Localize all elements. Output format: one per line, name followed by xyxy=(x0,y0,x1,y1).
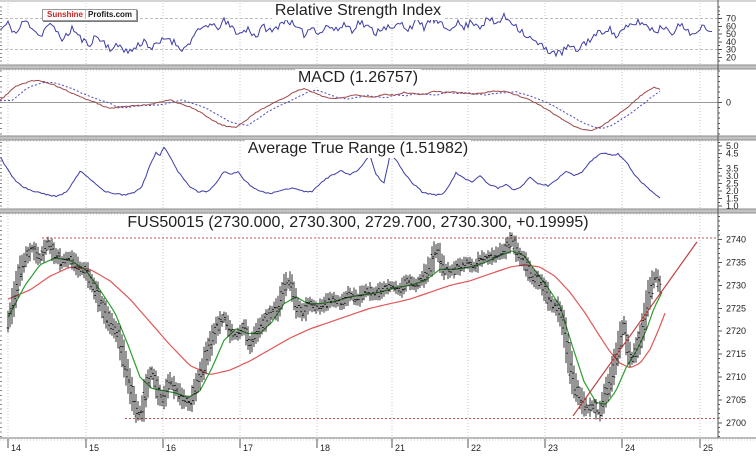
axis-tick-label: 2705 xyxy=(726,395,746,405)
axis-tick-label: 0 xyxy=(726,98,731,108)
macd-panel-title: MACD (1.26757) xyxy=(294,69,422,87)
axis-tick-label: 2700 xyxy=(726,418,746,428)
date-label: 15 xyxy=(89,443,99,453)
axis-tick-label: 3.5 xyxy=(726,164,739,174)
axis-tick-label: 60 xyxy=(726,21,736,31)
sunshine-profits-logo: Sunshine Profits.com xyxy=(42,9,138,21)
date-label: 21 xyxy=(395,443,405,453)
axis-tick-label: 2710 xyxy=(726,372,746,382)
axis-tick-label: 30 xyxy=(726,45,736,55)
axis-tick-label: 2720 xyxy=(726,326,746,336)
axis-tick-label: 2.0 xyxy=(726,186,739,196)
axis-tick-label: 1.5 xyxy=(726,194,739,204)
panel-separator xyxy=(0,136,756,140)
panel-separator xyxy=(0,65,756,69)
candle-open-ticks xyxy=(6,235,660,417)
rsi-panel-title: Relative Strength Index xyxy=(271,2,445,20)
axis-tick-label: 2735 xyxy=(726,257,746,267)
panel-separator xyxy=(0,209,756,213)
price-panel-title: FUS50015 (2730.000, 2730.300, 2729.700, … xyxy=(124,214,592,232)
logo-brand-suffix: Profits.com xyxy=(85,10,133,19)
price-candles xyxy=(7,231,661,423)
date-label: 25 xyxy=(703,443,713,453)
date-label: 17 xyxy=(243,443,253,453)
axis-tick-label: 2715 xyxy=(726,349,746,359)
ma-fast-line xyxy=(7,250,663,405)
date-label: 16 xyxy=(166,443,176,453)
axis-tick-label: 40 xyxy=(726,37,736,47)
candle-close-ticks xyxy=(8,239,662,416)
axis-tick-label: 1.0 xyxy=(726,201,739,211)
macd-signal-line xyxy=(0,81,661,129)
trendline xyxy=(572,241,698,417)
atr-line xyxy=(0,146,661,199)
axis-tick-label: 4.5 xyxy=(726,149,739,159)
ma-slow-line xyxy=(7,264,666,375)
axis-tick-label: 70 xyxy=(726,14,736,24)
axis-tick-label: 20 xyxy=(726,52,736,62)
axis-tick-label: 5.0 xyxy=(726,141,739,151)
macd-line xyxy=(0,79,661,132)
date-label: 23 xyxy=(548,443,558,453)
date-label: 18 xyxy=(320,443,330,453)
axis-tick-label: 2.5 xyxy=(726,179,739,189)
axis-tick-label: 2740 xyxy=(726,235,746,245)
logo-brand: Sunshine xyxy=(47,10,84,19)
axis-tick-label: 50 xyxy=(726,29,736,39)
axis-tick-label: 2730 xyxy=(726,280,746,290)
date-label: 14 xyxy=(11,443,21,453)
date-label: 22 xyxy=(471,443,481,453)
date-label: 24 xyxy=(625,443,635,453)
axis-tick-label: 3.0 xyxy=(726,171,739,181)
rsi-line xyxy=(0,12,713,58)
atr-panel-title: Average True Range (1.51982) xyxy=(244,140,472,158)
axis-tick-label: 2725 xyxy=(726,303,746,313)
